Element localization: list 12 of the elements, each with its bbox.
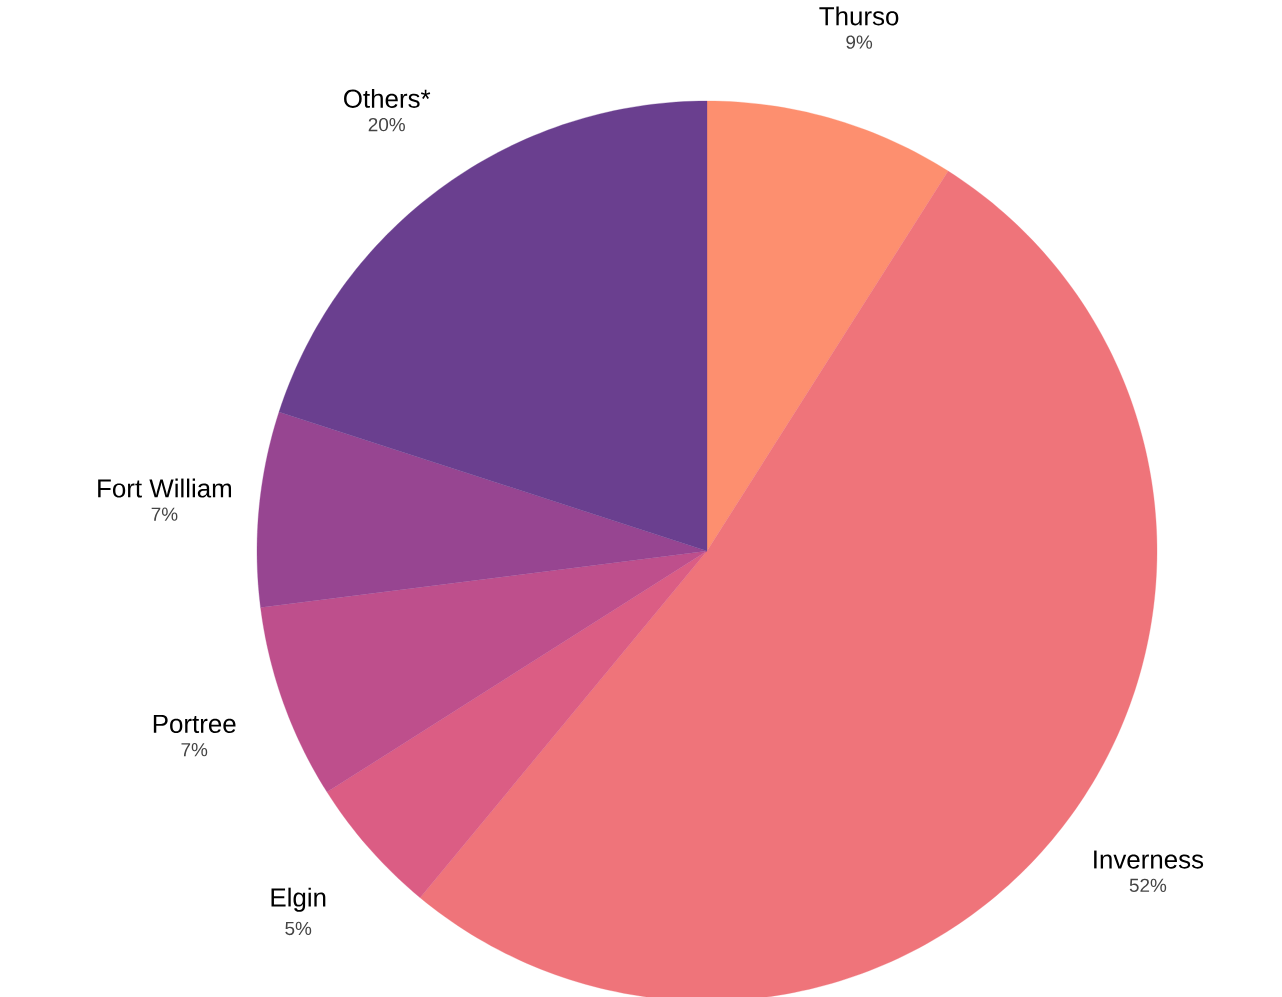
data-label: 52% [1129, 878, 1167, 893]
slice-label: Portree [153, 714, 236, 734]
data-label: 9% [846, 35, 873, 49]
slice-label: Thurso [819, 6, 899, 26]
slice-label: Others* [344, 88, 431, 108]
slice-label: Fort William [98, 478, 232, 498]
slice-label: Elgin [271, 887, 326, 912]
data-label: 20% [368, 117, 405, 132]
data-label: 5% [285, 921, 312, 936]
data-label: 7% [151, 507, 178, 521]
slice-label: Inverness [1094, 850, 1204, 869]
data-label: 7% [181, 743, 208, 757]
